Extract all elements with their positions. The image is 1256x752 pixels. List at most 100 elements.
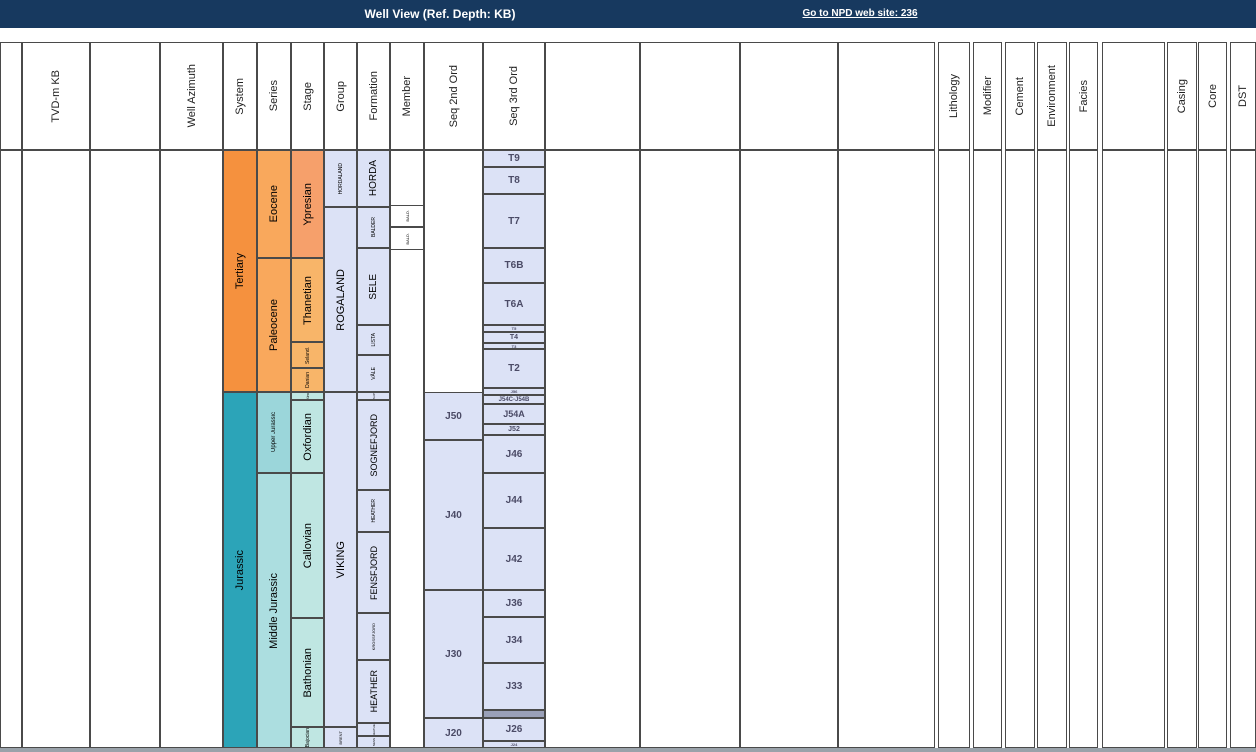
column-header-core: Core [1198, 42, 1227, 150]
column-header-bath [1102, 42, 1165, 150]
seq3-cell: J56 [483, 388, 545, 395]
seq3-cell: J54A [483, 404, 545, 424]
seq3-cell: T6A [483, 283, 545, 325]
stage-cell: Ypresian [291, 150, 324, 258]
column-body-fac [1069, 150, 1098, 748]
column-header-gr [545, 42, 640, 150]
column-header-fac: Facies [1069, 42, 1098, 150]
column-header-stage: Stage [291, 42, 324, 150]
column-body-incl [90, 150, 160, 748]
seq3-cell: J52 [483, 424, 545, 435]
column-header-series: Series [257, 42, 291, 150]
seq3-cell [483, 710, 545, 718]
seq2-cell: J20 [424, 718, 483, 748]
bottom-edge [0, 748, 1256, 752]
column-header-cem: Cement [1005, 42, 1035, 150]
column-body-md [0, 150, 22, 748]
column-header-dt [640, 42, 740, 150]
column-body-gr [545, 150, 640, 748]
seq3-cell: T2 [483, 349, 545, 388]
member-cell: BALD. [390, 227, 424, 250]
column-header-rhob [740, 42, 838, 150]
column-header-ild [838, 42, 935, 150]
system-cell: Jurassic [223, 392, 257, 748]
column-header-casing: Casing [1167, 42, 1197, 150]
formation-cell: LISTA [357, 325, 390, 355]
column-header-formation: Formation [357, 42, 390, 150]
column-body-rhob [740, 150, 838, 748]
stage-cell: Bajocian [291, 727, 324, 748]
seq3-cell: J34 [483, 617, 545, 663]
stage-cell: Callovian [291, 473, 324, 618]
column-body-ild [838, 150, 935, 748]
column-header-incl [90, 42, 160, 150]
column-body-mod [973, 150, 1002, 748]
formation-cell: HORDA [357, 150, 390, 207]
group-cell: VIKING [324, 392, 357, 727]
system-cell: Tertiary [223, 150, 257, 392]
seq2-cell: J40 [424, 440, 483, 590]
column-header-tvd: TVD-m KB [22, 42, 90, 150]
column-header-env: Environment [1037, 42, 1067, 150]
formation-cell: HEATHER [357, 490, 390, 532]
series-cell: Paleocene [257, 258, 291, 392]
seq3-cell: J33 [483, 663, 545, 710]
seq3-cell: T3 [483, 343, 545, 349]
column-header-system: System [223, 42, 257, 150]
formation-cell: HEATHER [357, 660, 390, 723]
column-body-bath [1102, 150, 1165, 748]
column-header-seq2: Seq 2nd Ord [424, 42, 483, 150]
seq2-cell: J30 [424, 590, 483, 718]
series-cell: Middle Jurassic [257, 473, 291, 748]
stage-cell: Oxfordian [291, 400, 324, 473]
series-cell: Eocene [257, 150, 291, 258]
seq3-cell: J46 [483, 435, 545, 473]
column-body-casing [1167, 150, 1197, 748]
column-header-seq3: Seq 3rd Ord [483, 42, 545, 150]
page-title: Well View (Ref. Depth: KB) [364, 7, 516, 21]
stage-cell: Danian [291, 368, 324, 392]
column-header-group: Group [324, 42, 357, 150]
column-body-cem [1005, 150, 1035, 748]
formation-cell: VÅLE [357, 355, 390, 392]
group-cell: ROGALAND [324, 207, 357, 392]
formation-cell: KROSSFJORD [357, 613, 390, 660]
seq3-cell: J54C-J54B [483, 395, 545, 404]
npd-web-site-link[interactable]: Go to NPD web site: 236 [802, 8, 918, 19]
seq3-cell: T4 [483, 332, 545, 343]
column-body-azi [160, 150, 223, 748]
series-cell: Upper Jurassic [257, 392, 291, 473]
column-body-lith [938, 150, 970, 748]
column-header-member: Member [390, 42, 424, 150]
seq3-cell: J26 [483, 718, 545, 741]
seq3-cell: T8 [483, 167, 545, 194]
title-bar: Well View (Ref. Depth: KB) Go to NPD web… [0, 0, 1256, 28]
member-cell: BALD. [390, 205, 424, 227]
seq3-cell: T9 [483, 150, 545, 167]
seq3-cell: J36 [483, 590, 545, 617]
column-header-md [0, 42, 22, 150]
stage-cell: Kim. [291, 392, 324, 400]
seq3-cell: T5 [483, 325, 545, 332]
stage-cell: Bathonian [291, 618, 324, 727]
formation-cell: FENSFJORD [357, 532, 390, 613]
stage-cell: Thanetian [291, 258, 324, 342]
column-body-dt [640, 150, 740, 748]
column-header-azi: Well Azimuth [160, 42, 223, 150]
column-body-core [1198, 150, 1227, 748]
seq3-cell: T7 [483, 194, 545, 248]
stage-cell: Seland. [291, 342, 324, 368]
formation-cell: HEATHER [357, 723, 390, 736]
column-header-lith: Lithology [938, 42, 970, 150]
seq3-cell: J42 [483, 528, 545, 590]
formation-cell: SELE [357, 248, 390, 325]
group-cell: HORDALAND [324, 150, 357, 207]
column-header-dst: DST [1230, 42, 1256, 150]
column-body-env [1037, 150, 1067, 748]
formation-cell: SOGNEFJORD [357, 400, 390, 490]
group-cell: BRENT [324, 727, 357, 748]
column-header-mod: Modifier [973, 42, 1002, 150]
formation-cell: NESS [357, 736, 390, 748]
